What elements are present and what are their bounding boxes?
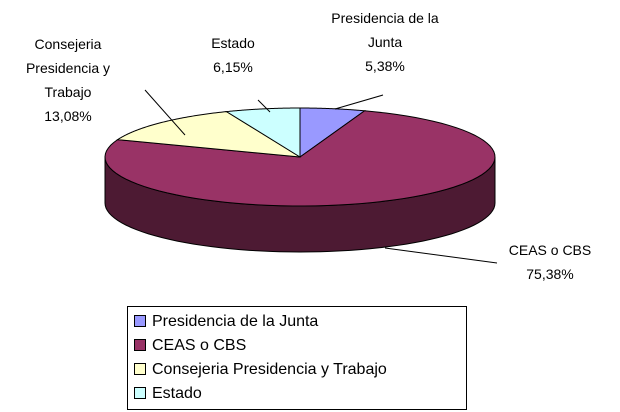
legend-label: Estado [152,385,202,402]
legend-swatch [134,339,146,351]
label-value: 5,38% [365,58,405,74]
leader-line [334,94,384,110]
pie-slice [224,107,301,158]
legend-swatch [134,363,146,375]
legend-entry: CEAS o CBS [134,334,246,358]
label-name: CEAS o CBS [508,242,592,258]
leader-line [144,89,186,136]
label-value: 13,08% [44,108,92,124]
label-name: Estado [211,35,255,51]
pie [104,107,496,253]
legend-swatch [134,315,146,327]
legend-label: Presidencia de la Junta [152,313,319,330]
pie-slice [104,110,496,207]
label-name: Consejeria Presidencia y Trabajo [25,36,111,100]
legend-label: Consejeria Presidencia y Trabajo [152,361,387,378]
label-value: 6,15% [213,59,253,75]
pie-slice [299,107,367,158]
leader-line [257,99,271,113]
legend-entry: Consejeria Presidencia y Trabajo [134,358,387,382]
pie-area [104,89,498,264]
pie-slice [116,111,301,158]
label-name: Presidencia de la Junta [331,10,439,50]
legend-entry: Estado [134,382,202,406]
legend-swatch [134,387,146,399]
leader-line [384,247,498,264]
legend-entry: Presidencia de la Junta [134,310,318,334]
slice-label: Presidencia de la Junta 5,38% [330,6,440,78]
legend: Presidencia de la Junta CEAS o CBS Conseje… [127,306,467,410]
label-value: 75,38% [526,266,574,282]
slice-label: Consejeria Presidencia y Trabajo 13,08% [10,32,126,128]
slice-label: CEAS o CBS 75,38% [500,238,600,286]
legend-label: CEAS o CBS [152,337,247,354]
slice-label: Estado 6,15% [190,31,276,79]
